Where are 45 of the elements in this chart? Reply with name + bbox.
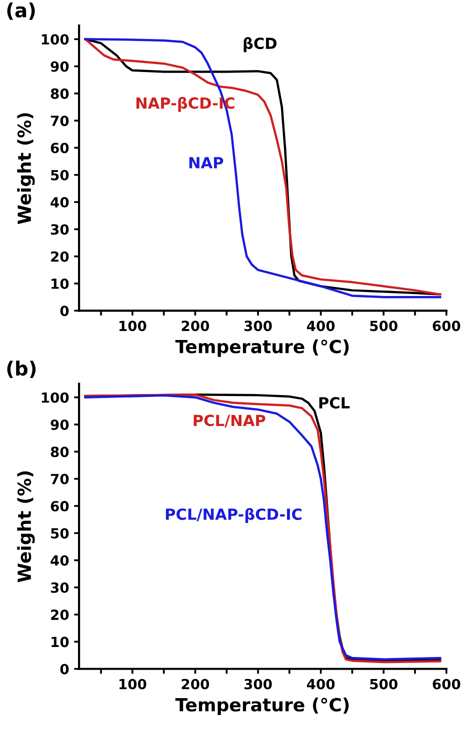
y-tick-label: 20	[51, 251, 69, 262]
y-tick-label: 90	[50, 61, 69, 72]
y-tick-label: 80	[50, 88, 69, 99]
series-label: βCD	[244, 37, 277, 52]
y-axis-title: Weight (%)	[17, 113, 35, 224]
y-tick-label: 100	[42, 34, 69, 45]
x-tick-label: 200	[182, 678, 210, 690]
x-tick-label: 600	[432, 320, 460, 332]
y-tick-label: 50	[51, 528, 69, 539]
y-tick-label: 50	[51, 170, 69, 180]
y-tick-label: 100	[42, 392, 69, 403]
y-tick-label: 0	[60, 664, 69, 674]
y-tick-label: 30	[50, 224, 69, 235]
chart-title: (a)	[7, 2, 35, 20]
y-tick-label: 40	[50, 197, 69, 208]
y-tick-label: 10	[52, 636, 69, 648]
y-tick-label: 20	[51, 610, 69, 620]
x-tick-label: 600	[432, 678, 460, 690]
x-axis-title: Temperature (°C)	[175, 339, 349, 357]
series-label: PCL	[319, 397, 350, 409]
y-axis-title: Weight (%)	[17, 471, 35, 582]
x-tick-label: 500	[370, 320, 398, 332]
x-tick-label: 300	[244, 320, 272, 332]
series-label: PCL/NAP-βCD-IC	[166, 508, 302, 523]
y-tick-label: 40	[50, 555, 69, 566]
series-label: NAP	[189, 157, 224, 168]
y-tick-label: 10	[52, 278, 69, 289]
x-tick-label: 400	[306, 678, 335, 690]
y-tick-label: 70	[50, 116, 69, 126]
x-tick-label: 100	[119, 320, 146, 332]
y-tick-label: 80	[50, 446, 69, 458]
y-tick-label: 70	[50, 474, 69, 484]
x-tick-label: 500	[370, 678, 398, 690]
y-tick-label: 60	[50, 142, 69, 154]
x-tick-label: 300	[244, 678, 272, 690]
series-label: PCL/NAP	[194, 414, 266, 428]
y-tick-label: 60	[50, 500, 69, 512]
x-axis-title: Temperature (°C)	[175, 698, 349, 716]
x-tick-label: 200	[182, 320, 210, 332]
y-tick-label: 90	[50, 419, 69, 430]
chart-title: (b)	[7, 360, 36, 378]
y-tick-label: 0	[60, 306, 69, 316]
x-tick-label: 400	[306, 320, 335, 332]
x-tick-label: 100	[119, 678, 146, 690]
y-tick-label: 30	[50, 582, 69, 593]
